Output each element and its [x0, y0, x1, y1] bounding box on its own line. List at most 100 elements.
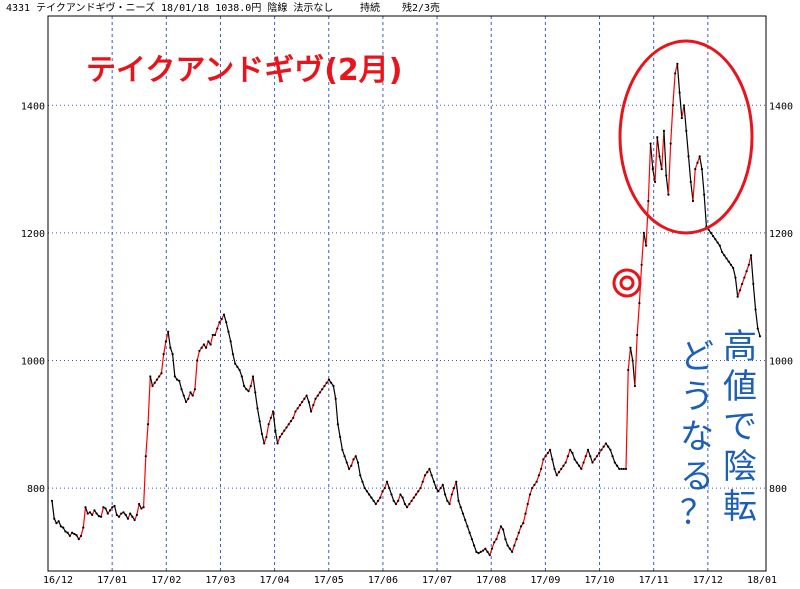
- price-segment: [214, 328, 218, 336]
- price-segment: [180, 388, 185, 396]
- annotation-col2-char-2: う: [680, 377, 714, 417]
- price-segment: [451, 487, 455, 495]
- price-point: [464, 518, 467, 522]
- x-tick-label: 17/09: [530, 575, 560, 586]
- price-point: [158, 375, 161, 378]
- price-point: [343, 455, 346, 458]
- price-point: [528, 493, 532, 496]
- x-tick-label: 17/08: [476, 575, 506, 586]
- price-point: [432, 480, 436, 483]
- price-point: [430, 474, 433, 477]
- price-point: [577, 464, 581, 467]
- x-tick-label: 17/12: [693, 575, 723, 586]
- price-segment: [587, 449, 591, 457]
- price-point: [589, 455, 592, 458]
- price-point: [160, 372, 163, 375]
- y-tick-label-left: 1000: [21, 356, 45, 367]
- price-point: [423, 474, 427, 477]
- price-point: [526, 502, 529, 506]
- y-tick-label-left: 1200: [21, 229, 45, 240]
- price-point: [662, 129, 666, 132]
- price-point: [408, 502, 411, 506]
- price-point: [323, 384, 326, 388]
- price-segment: [265, 424, 270, 438]
- price-point: [394, 502, 398, 506]
- price-point: [647, 199, 650, 203]
- price-segment: [629, 347, 634, 361]
- price-point: [142, 506, 145, 509]
- price-segment: [147, 376, 151, 425]
- price-segment: [538, 468, 542, 476]
- price-point: [490, 547, 494, 550]
- price-point: [91, 513, 94, 516]
- price-point: [178, 379, 181, 382]
- price-point: [385, 480, 389, 483]
- price-point: [88, 511, 92, 514]
- price-point: [548, 448, 552, 451]
- price-segment: [455, 481, 460, 501]
- price-point: [595, 455, 599, 458]
- price-point: [191, 394, 194, 397]
- price-point: [613, 461, 616, 464]
- price-point: [475, 550, 478, 553]
- price-point: [53, 517, 56, 520]
- price-point: [216, 327, 219, 330]
- annotation-col2-char-4: る: [680, 457, 714, 497]
- price-point: [225, 321, 228, 324]
- vertical-annotation: 高 値 で 陰 転 ど う な る ？: [680, 327, 757, 533]
- price-point: [263, 442, 266, 445]
- price-segment: [672, 73, 676, 106]
- grid-layer: [48, 16, 766, 571]
- price-segment: [422, 475, 426, 482]
- annotation-col1-char-5: 転: [723, 487, 757, 527]
- price-point: [707, 228, 710, 231]
- price-point: [716, 241, 719, 244]
- price-segment: [232, 353, 236, 364]
- price-segment: [694, 162, 699, 170]
- price-segment: [627, 347, 632, 371]
- price-point: [437, 490, 440, 493]
- price-point: [629, 346, 632, 349]
- price-point: [399, 493, 402, 496]
- price-point: [381, 490, 384, 493]
- price-segment: [641, 232, 645, 265]
- price-segment: [209, 334, 214, 345]
- price-point: [106, 512, 109, 515]
- price-segment: [223, 314, 227, 323]
- price-point: [59, 525, 63, 528]
- price-segment: [757, 328, 761, 337]
- price-point: [236, 365, 239, 368]
- price-point: [229, 340, 232, 343]
- price-point: [524, 512, 527, 515]
- price-point: [242, 384, 246, 388]
- price-point: [410, 499, 413, 502]
- x-tick-label: 17/06: [368, 575, 398, 586]
- price-point: [82, 526, 85, 529]
- price-point: [428, 467, 431, 471]
- price-point: [615, 464, 619, 467]
- price-segment: [355, 455, 359, 463]
- price-point: [584, 455, 587, 458]
- price-segment: [341, 449, 346, 457]
- price-point: [79, 534, 83, 538]
- price-point: [669, 142, 672, 145]
- price-point: [151, 384, 154, 388]
- price-point: [332, 384, 335, 388]
- price-point: [198, 349, 201, 353]
- price-point: [314, 397, 317, 400]
- price-point: [347, 467, 351, 471]
- price-point: [718, 244, 721, 247]
- price-point: [164, 340, 168, 343]
- price-segment: [589, 455, 594, 463]
- price-point: [108, 509, 112, 512]
- price-point: [218, 321, 221, 324]
- price-segment: [277, 436, 281, 444]
- price-point: [736, 295, 739, 298]
- price-point: [553, 467, 556, 471]
- price-segment: [754, 309, 759, 329]
- price-point: [667, 193, 670, 196]
- price-point: [515, 538, 518, 541]
- price-point: [196, 359, 199, 362]
- price-point: [533, 483, 536, 486]
